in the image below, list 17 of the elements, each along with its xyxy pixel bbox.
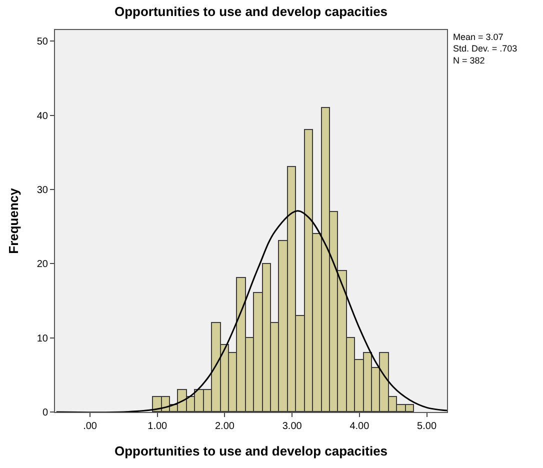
- x-tick-label: 5.00: [417, 421, 437, 432]
- y-tick-label: 20: [36, 259, 48, 270]
- x-tick-label: 4.00: [350, 421, 370, 432]
- y-axis-title: Frequency: [6, 187, 21, 254]
- x-tick-label: .00: [83, 421, 98, 432]
- line-series: [56, 210, 447, 412]
- y-tick-label: 10: [36, 333, 48, 344]
- x-tick-label: 1.00: [148, 421, 168, 432]
- text: Mean = 3.07 Std. Dev. = .703 N = 382: [453, 32, 518, 66]
- y-tick-label: 0: [42, 408, 48, 418]
- y-tick-label: 40: [36, 110, 48, 122]
- x-tick-label: 2.00: [214, 421, 235, 432]
- x-tick-label: 3.00: [282, 421, 302, 432]
- x-axis-title: Opportunities to use and develop capacities: [114, 444, 388, 459]
- chart-title: Opportunities to use and develop capacities: [114, 4, 388, 20]
- y-tick-label: 50: [36, 36, 48, 48]
- y-tick-label: 30: [36, 184, 48, 196]
